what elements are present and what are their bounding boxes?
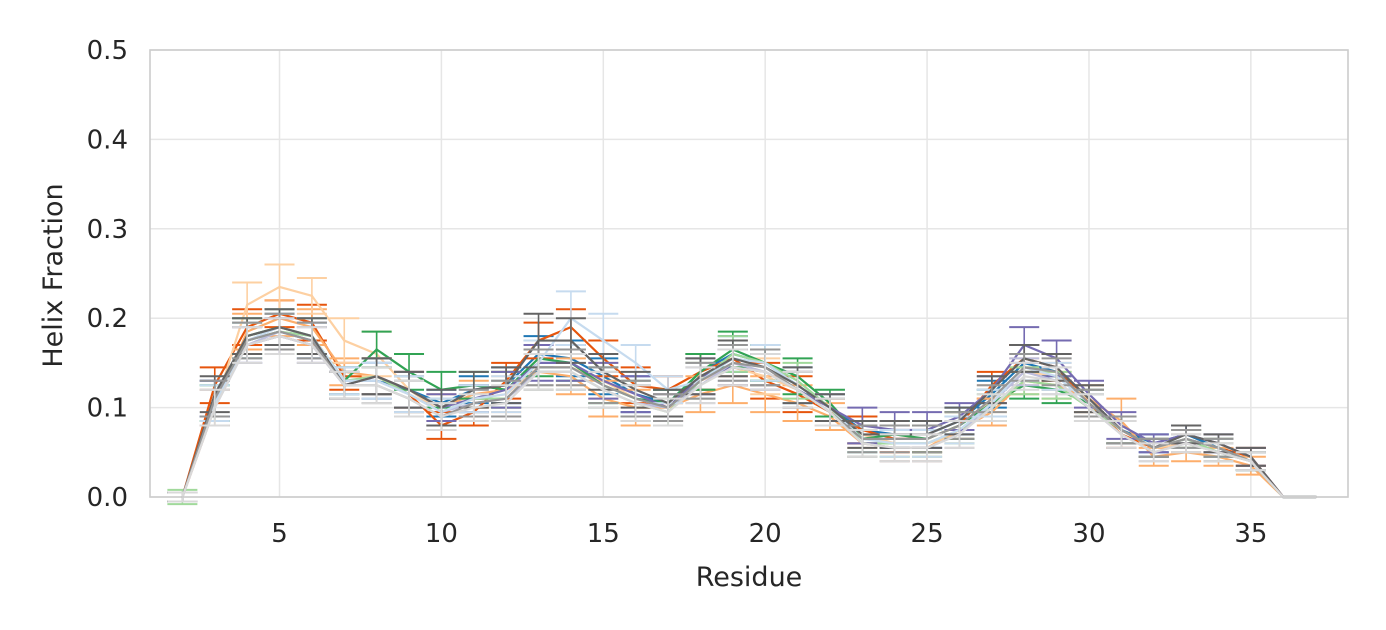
x-tick-label: 25	[911, 519, 944, 549]
series-5	[167, 308, 1317, 503]
data-point	[634, 361, 637, 365]
data-point	[634, 401, 637, 405]
data-point	[699, 384, 702, 387]
data-point	[925, 446, 929, 450]
y-tick-label: 0.5	[87, 36, 128, 66]
data-point	[245, 343, 249, 347]
data-point	[537, 339, 540, 342]
data-point	[602, 388, 605, 391]
data-point	[666, 410, 670, 414]
data-point	[828, 410, 832, 414]
data-point	[1055, 379, 1058, 382]
data-point	[1120, 433, 1123, 436]
y-tick-label: 0.1	[87, 394, 128, 424]
data-point	[861, 442, 864, 445]
x-axis-label: Residue	[696, 562, 803, 593]
x-tick-label: 35	[1234, 519, 1267, 549]
data-point	[310, 294, 314, 298]
series-line	[181, 312, 1316, 499]
series-line	[181, 334, 1316, 499]
data-point	[893, 446, 896, 450]
data-point	[1184, 442, 1188, 445]
y-tick-label: 0.2	[87, 304, 128, 334]
data-point	[375, 384, 378, 387]
grid-lines	[150, 49, 1348, 498]
y-tick-label: 0.3	[87, 215, 128, 245]
series-12	[167, 317, 1317, 503]
data-point	[731, 366, 735, 369]
plot-frame	[149, 49, 1349, 498]
data-point	[1023, 375, 1026, 378]
data-point	[278, 334, 281, 338]
series-6	[167, 312, 1317, 506]
series-line	[181, 326, 1316, 499]
x-tick-label: 15	[587, 519, 620, 549]
data-point	[569, 370, 573, 374]
data-point	[1087, 406, 1091, 409]
x-tick-label: 10	[425, 519, 458, 549]
x-tick-label: 20	[749, 519, 782, 549]
series-layer	[167, 263, 1317, 506]
data-point	[310, 343, 314, 347]
data-point	[1249, 460, 1253, 463]
data-point	[602, 339, 605, 342]
series-3	[167, 299, 1317, 503]
data-point	[213, 406, 216, 409]
data-point	[343, 339, 346, 342]
series-10	[167, 308, 1317, 503]
data-point	[569, 339, 573, 342]
x-tick-label: 5	[271, 519, 288, 549]
data-point	[1217, 451, 1220, 454]
y-tick-label: 0.0	[87, 483, 128, 513]
data-point	[245, 303, 249, 306]
data-point	[375, 348, 378, 351]
series-line	[181, 326, 1316, 499]
data-point	[796, 388, 799, 391]
x-tick-label: 30	[1072, 519, 1105, 549]
data-point	[1152, 451, 1155, 454]
data-point	[958, 433, 961, 436]
data-point	[763, 370, 767, 374]
data-point	[440, 415, 443, 418]
y-axis-label: Helix Fraction	[38, 183, 69, 367]
y-tick-labels: 0.0 0.1 0.2 0.3 0.4 0.5	[87, 36, 128, 513]
x-tick-labels: 5 10 15 20 25 30 35	[271, 519, 1267, 549]
data-point	[472, 406, 475, 409]
data-point	[504, 401, 508, 405]
data-point	[407, 397, 411, 400]
series-9	[167, 290, 1317, 503]
data-point	[343, 384, 346, 387]
data-point	[990, 406, 994, 409]
series-2	[167, 299, 1317, 503]
y-tick-label: 0.4	[87, 125, 128, 155]
data-point	[537, 370, 540, 374]
data-point	[278, 285, 281, 289]
